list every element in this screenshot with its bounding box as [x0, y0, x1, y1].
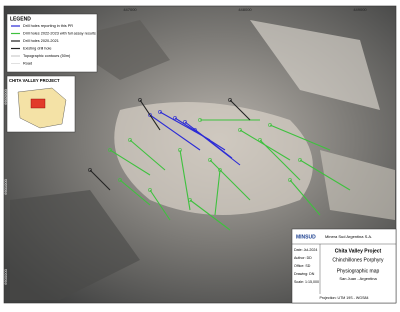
drill-hole-collar [238, 128, 242, 132]
detail: Date: Jul-2024 [294, 248, 317, 252]
drill-holes [88, 98, 351, 231]
drill-hole-collar [148, 188, 152, 192]
relief [10, 20, 395, 300]
legend-label: Drill holes reporting in this PR [23, 24, 73, 28]
inset-map: CHITA VALLEY PROJECT [6, 75, 76, 133]
drill-hole-collar [288, 178, 292, 182]
drill-hole-collar [138, 98, 142, 102]
logo: MINSUD [296, 234, 316, 240]
drill-hole-collar [158, 110, 162, 114]
drill-hole-trace [119, 179, 151, 206]
drill-hole-collar [128, 138, 132, 142]
drill-hole-collar [178, 148, 182, 152]
grid-labels: 447000 448000 449000 6602000 6601000 6600000 [3, 7, 367, 285]
drill-hole-collar [268, 123, 272, 127]
drill-hole-collar [118, 178, 122, 182]
drill-hole-trace [259, 139, 301, 181]
drill-hole-trace [109, 149, 151, 176]
drill-hole-trace [89, 169, 111, 191]
map-title: Physiographic map [337, 268, 380, 274]
x-grid-label: 448000 [238, 7, 252, 12]
drill-hole-trace [149, 189, 171, 221]
drill-hole-trace [149, 114, 201, 151]
legend-label: Drill holes 2022-2023 with full assay re… [23, 32, 96, 36]
inset-title: CHITA VALLEY PROJECT [9, 78, 60, 83]
drill-hole-trace [139, 99, 161, 131]
drill-hole-collar [208, 158, 212, 162]
legend-label: Existing drill hole [23, 47, 52, 51]
drill-hole-collar [228, 98, 232, 102]
drill-hole-trace [299, 159, 351, 191]
drill-hole-trace [129, 139, 166, 171]
drill-hole-trace [289, 179, 321, 216]
drill-hole-collar [173, 116, 177, 120]
subtitle: Chinchillones Porphyry [332, 257, 384, 263]
drill-hole-collar [183, 120, 187, 124]
legend: LEGEND Drill holes reporting in this PR D… [6, 13, 98, 73]
y-grid-label: 6602000 [3, 88, 8, 104]
y-grid-label: 6601000 [3, 178, 8, 194]
drill-hole-trace [189, 199, 231, 231]
drill-hole-collar [148, 113, 152, 117]
drill-hole-trace [209, 159, 251, 201]
drill-hole-trace [229, 99, 251, 121]
drill-hole-collar [298, 158, 302, 162]
drill-hole-collar [188, 198, 192, 202]
detail: Scale: 1:15,000 [294, 280, 319, 284]
drill-hole-trace [194, 129, 241, 166]
legend-label: Drill holes 2020-2021 [23, 39, 59, 43]
detail: Drawing: DN [294, 272, 315, 276]
detail: Office: SD [294, 264, 311, 268]
drill-hole-trace [214, 169, 221, 216]
legend-label: Road [23, 62, 32, 66]
x-grid-label: 449000 [353, 7, 367, 12]
legend-title: LEGEND [10, 16, 31, 22]
location: San Juan - Argentina [339, 276, 377, 281]
projection: Projection: UTM 19S - WGS84 [320, 296, 369, 300]
drill-hole-collar [88, 168, 92, 172]
x-grid-label: 447000 [123, 7, 137, 12]
company: Minera Sud Argentina S.A. [325, 234, 372, 239]
title-block: MINSUD Minera Sud Argentina S.A. Chita V… [291, 228, 397, 304]
drill-hole-collar [198, 118, 202, 122]
drill-hole-trace [269, 124, 331, 151]
drill-hole-collar [218, 168, 222, 172]
drill-hole-collar [108, 148, 112, 152]
y-grid-label: 6600000 [3, 268, 8, 284]
drill-hole-collar [258, 138, 262, 142]
legend-label: Topographic contours (50m) [23, 54, 71, 58]
project: Chita Valley Project [335, 248, 382, 254]
drill-hole-collar [193, 128, 197, 132]
detail: Author: DD [294, 256, 312, 260]
